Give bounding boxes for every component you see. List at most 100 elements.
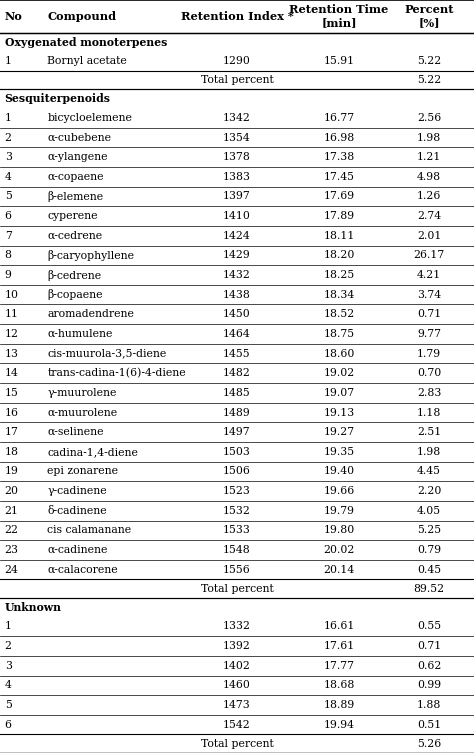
Text: 1332: 1332 (223, 621, 251, 632)
Text: 5.25: 5.25 (417, 526, 441, 535)
Text: 0.70: 0.70 (417, 368, 441, 378)
Text: 18.75: 18.75 (323, 329, 355, 339)
Text: 2.74: 2.74 (417, 211, 441, 221)
Text: 0.79: 0.79 (417, 545, 441, 555)
Text: Retention Time
[min]: Retention Time [min] (289, 5, 389, 29)
Text: 1.79: 1.79 (417, 349, 441, 358)
Text: 1464: 1464 (223, 329, 251, 339)
Text: 3: 3 (5, 152, 12, 162)
Text: 19.40: 19.40 (323, 466, 355, 477)
Text: 4: 4 (5, 172, 12, 181)
Text: 1: 1 (5, 56, 12, 66)
Text: 0.55: 0.55 (417, 621, 441, 632)
Text: 20.14: 20.14 (323, 565, 355, 575)
Text: 17.61: 17.61 (323, 641, 355, 651)
Text: 16.98: 16.98 (323, 133, 355, 142)
Text: 18.11: 18.11 (323, 230, 355, 241)
Text: γ-muurolene: γ-muurolene (47, 388, 117, 398)
Text: 1: 1 (5, 113, 12, 123)
Text: 26.17: 26.17 (413, 250, 445, 261)
Text: α-cubebene: α-cubebene (47, 133, 111, 142)
Text: 13: 13 (5, 349, 19, 358)
Text: 1532: 1532 (223, 506, 251, 516)
Text: 1402: 1402 (223, 660, 251, 671)
Text: 1450: 1450 (223, 309, 251, 319)
Text: α-selinene: α-selinene (47, 427, 104, 437)
Text: 17.89: 17.89 (323, 211, 355, 221)
Text: Compound: Compound (47, 11, 117, 22)
Text: α-ylangene: α-ylangene (47, 152, 108, 162)
Text: 1438: 1438 (223, 290, 251, 300)
Text: 18.52: 18.52 (323, 309, 355, 319)
Text: cadina-1,4-diene: cadina-1,4-diene (47, 447, 138, 457)
Text: α-muurolene: α-muurolene (47, 407, 118, 417)
Text: 18.60: 18.60 (323, 349, 355, 358)
Text: 1.26: 1.26 (417, 191, 441, 202)
Text: β-caryophyllene: β-caryophyllene (47, 250, 135, 261)
Text: 1506: 1506 (223, 466, 251, 477)
Text: 1354: 1354 (223, 133, 251, 142)
Text: Total percent: Total percent (201, 584, 273, 594)
Text: 1497: 1497 (223, 427, 251, 437)
Text: Oxygenated monoterpenes: Oxygenated monoterpenes (5, 36, 167, 47)
Text: 1533: 1533 (223, 526, 251, 535)
Text: 4: 4 (5, 681, 12, 691)
Text: 1: 1 (5, 621, 12, 632)
Text: 11: 11 (5, 309, 19, 319)
Text: 1489: 1489 (223, 407, 251, 417)
Text: 21: 21 (5, 506, 19, 516)
Text: 1548: 1548 (223, 545, 251, 555)
Text: bicycloelemene: bicycloelemene (47, 113, 132, 123)
Text: 19.02: 19.02 (323, 368, 355, 378)
Text: epi zonarene: epi zonarene (47, 466, 118, 477)
Text: 14: 14 (5, 368, 18, 378)
Text: β-elemene: β-elemene (47, 191, 103, 202)
Text: 18.34: 18.34 (323, 290, 355, 300)
Text: 1429: 1429 (223, 250, 251, 261)
Text: 4.05: 4.05 (417, 506, 441, 516)
Text: 2.51: 2.51 (417, 427, 441, 437)
Text: γ-cadinene: γ-cadinene (47, 486, 107, 496)
Text: 17.77: 17.77 (323, 660, 355, 671)
Text: δ-cadinene: δ-cadinene (47, 506, 107, 516)
Text: trans-cadina-1(6)-4-diene: trans-cadina-1(6)-4-diene (47, 368, 186, 378)
Text: 8: 8 (5, 250, 12, 261)
Text: Total percent: Total percent (201, 739, 273, 748)
Text: 3.74: 3.74 (417, 290, 441, 300)
Text: 1556: 1556 (223, 565, 251, 575)
Text: 19.27: 19.27 (323, 427, 355, 437)
Text: 18: 18 (5, 447, 19, 457)
Text: 1.98: 1.98 (417, 447, 441, 457)
Text: 17.69: 17.69 (323, 191, 355, 202)
Text: 2.56: 2.56 (417, 113, 441, 123)
Text: 1397: 1397 (223, 191, 251, 202)
Text: 6: 6 (5, 720, 12, 730)
Text: Sesquiterpenoids: Sesquiterpenoids (5, 93, 111, 104)
Text: 18.20: 18.20 (323, 250, 355, 261)
Text: 10: 10 (5, 290, 19, 300)
Text: 20.02: 20.02 (323, 545, 355, 555)
Text: 1455: 1455 (223, 349, 251, 358)
Text: 2: 2 (5, 133, 12, 142)
Text: 5.22: 5.22 (417, 56, 441, 66)
Text: 0.71: 0.71 (417, 309, 441, 319)
Text: 0.45: 0.45 (417, 565, 441, 575)
Text: 5: 5 (5, 700, 12, 710)
Text: 0.99: 0.99 (417, 681, 441, 691)
Text: 19.94: 19.94 (323, 720, 355, 730)
Text: 19.13: 19.13 (323, 407, 355, 417)
Text: 2.20: 2.20 (417, 486, 441, 496)
Text: cis-muurola-3,5-diene: cis-muurola-3,5-diene (47, 349, 167, 358)
Text: 17: 17 (5, 427, 18, 437)
Text: 3: 3 (5, 660, 12, 671)
Text: 18.89: 18.89 (323, 700, 355, 710)
Text: 16.61: 16.61 (323, 621, 355, 632)
Text: β-cedrene: β-cedrene (47, 270, 101, 281)
Text: 4.45: 4.45 (417, 466, 441, 477)
Text: 17.38: 17.38 (323, 152, 355, 162)
Text: 1460: 1460 (223, 681, 251, 691)
Text: 18.25: 18.25 (323, 270, 355, 280)
Text: 19.80: 19.80 (323, 526, 355, 535)
Text: α-calacorene: α-calacorene (47, 565, 118, 575)
Text: 23: 23 (5, 545, 19, 555)
